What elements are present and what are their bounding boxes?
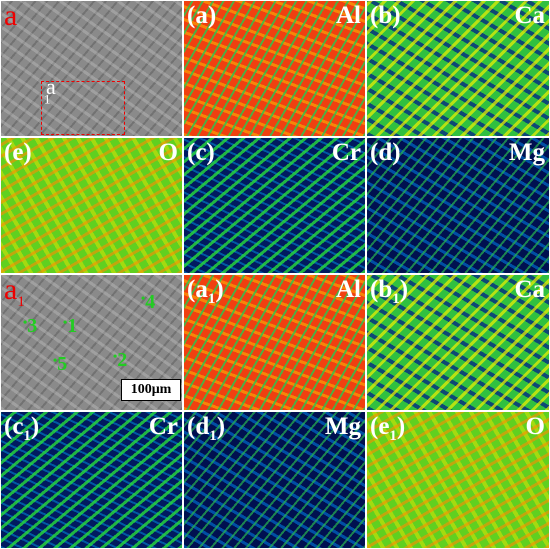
- spot-label: 3: [23, 315, 37, 338]
- panel-label: (e): [4, 138, 32, 168]
- panel-label: (d1): [187, 412, 225, 451]
- map-panel: (d) Mg: [366, 137, 550, 274]
- panel-label: (a1): [187, 275, 224, 314]
- label-text: (b): [370, 2, 401, 29]
- panel-label: (b1): [370, 275, 408, 314]
- panel-label: a1: [4, 275, 25, 317]
- label-text: (c): [187, 139, 215, 166]
- label-subscript: 1: [389, 428, 397, 444]
- spot-label: 2: [113, 349, 127, 372]
- panel-label: (d): [370, 138, 401, 168]
- map-panel: (e) O: [0, 137, 183, 274]
- map-panel: (a1) Al: [183, 274, 366, 411]
- label-text: ): [396, 413, 406, 440]
- label-text: a: [4, 274, 18, 306]
- map-panel: (c1) Cr: [0, 411, 183, 549]
- label-subscript: 1: [17, 294, 25, 310]
- label-text: (a): [187, 2, 217, 29]
- element-label: Ca: [514, 276, 545, 303]
- spot-label: 4: [141, 291, 155, 314]
- label-subscript: 1: [392, 291, 400, 307]
- spot-label: 5: [53, 353, 67, 376]
- element-label: Al: [336, 276, 361, 303]
- label-text: (d): [370, 139, 401, 166]
- element-label: Cr: [331, 139, 361, 166]
- label-text: (e: [370, 413, 390, 440]
- label-subscript: 1: [209, 428, 217, 444]
- map-panel: (b1) Ca: [366, 274, 550, 411]
- label-text: (e): [4, 139, 32, 166]
- inset-subscript: 1: [44, 91, 51, 107]
- spot-label: 1: [63, 315, 77, 338]
- label-text: (a: [187, 276, 208, 303]
- panel-label: a: [4, 1, 17, 31]
- panel-label: (a): [187, 1, 216, 31]
- element-label: O: [525, 413, 545, 440]
- panel-label: (e1): [370, 412, 405, 451]
- label-text: ): [215, 276, 224, 303]
- label-text: (c: [4, 413, 24, 440]
- element-label: Mg: [324, 413, 361, 440]
- panel-label: (c): [187, 138, 215, 168]
- label-subscript: 1: [23, 428, 31, 444]
- element-label: Ca: [514, 2, 545, 29]
- map-panel: (a) Al: [183, 0, 366, 137]
- element-label: Al: [336, 2, 361, 29]
- map-panel: (e1) O: [366, 411, 550, 549]
- scale-bar: 100μm: [121, 379, 181, 401]
- element-label: O: [158, 139, 178, 166]
- panel-label: (b): [370, 1, 401, 31]
- label-text: ): [216, 413, 226, 440]
- map-panel: a131452100μm: [0, 274, 183, 411]
- map-panel: (b) Ca: [366, 0, 550, 137]
- label-subscript: 1: [207, 291, 216, 307]
- element-label: Mg: [508, 139, 545, 166]
- label-text: ): [399, 276, 409, 303]
- inset-text: a: [46, 74, 56, 99]
- label-text: (d: [187, 413, 210, 440]
- label-text: (b: [370, 276, 393, 303]
- element-label: Cr: [148, 413, 178, 440]
- map-panel: (c) Cr: [183, 137, 366, 274]
- map-panel: (d1) Mg: [183, 411, 366, 549]
- label-text: a: [4, 0, 18, 32]
- panel-label: (c1): [4, 412, 39, 451]
- label-text: ): [30, 413, 40, 440]
